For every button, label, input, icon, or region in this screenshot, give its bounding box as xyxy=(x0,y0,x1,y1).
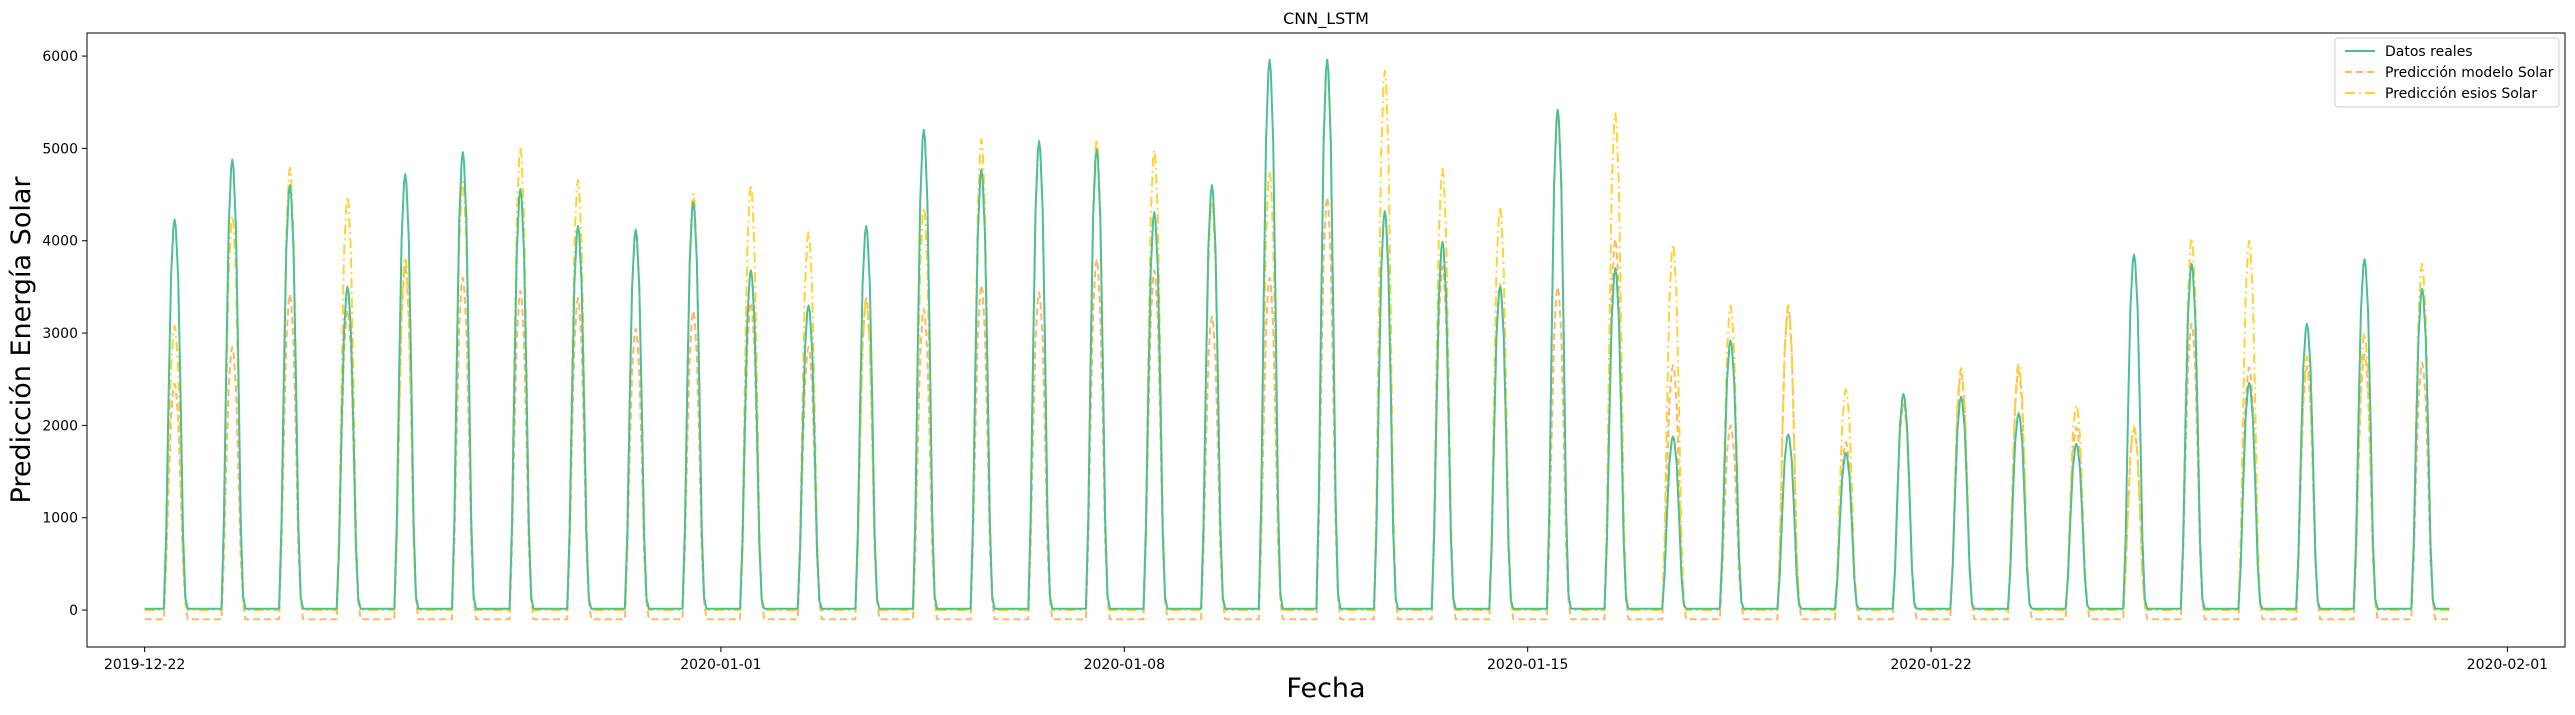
y-tick-label: 3000 xyxy=(42,326,78,342)
legend-box xyxy=(2334,37,2560,108)
y-tick-label: 6000 xyxy=(42,49,78,65)
y-tick-label: 0 xyxy=(69,603,78,619)
x-tick-label: 2020-02-01 xyxy=(2467,657,2548,673)
y-tick-label: 1000 xyxy=(42,511,78,527)
legend: Datos reales Predicción modelo Solar Predi… xyxy=(2334,37,2560,108)
x-axis-label: Fecha xyxy=(1286,673,1365,704)
legend-label: Datos reales xyxy=(2385,44,2473,60)
x-axis: 2019-12-22 2020-01-01 2020-01-08 2020-01-15… xyxy=(104,647,2548,673)
x-tick-label: 2020-01-08 xyxy=(1084,657,1165,673)
plot-area-frame xyxy=(86,32,2566,648)
x-tick-label: 2020-01-01 xyxy=(680,657,761,673)
series-layer xyxy=(144,58,2450,621)
y-axis-label: Predicción Energía Solar xyxy=(6,176,37,504)
chart-title: CNN_LSTM xyxy=(1283,9,1369,29)
y-tick-label: 2000 xyxy=(42,418,78,434)
y-tick-label: 4000 xyxy=(42,234,78,250)
x-tick-label: 2020-01-22 xyxy=(1890,657,1971,673)
legend-label: Predicción esios Solar xyxy=(2385,86,2537,102)
y-tick-label: 5000 xyxy=(42,141,78,157)
x-tick-label: 2019-12-22 xyxy=(104,657,185,673)
x-tick-label: 2020-01-15 xyxy=(1487,657,1568,673)
y-axis: 0 1000 2000 3000 4000 5000 6000 xyxy=(42,49,87,619)
legend-label: Predicción modelo Solar xyxy=(2385,65,2554,81)
series-line-0 xyxy=(144,58,2450,610)
